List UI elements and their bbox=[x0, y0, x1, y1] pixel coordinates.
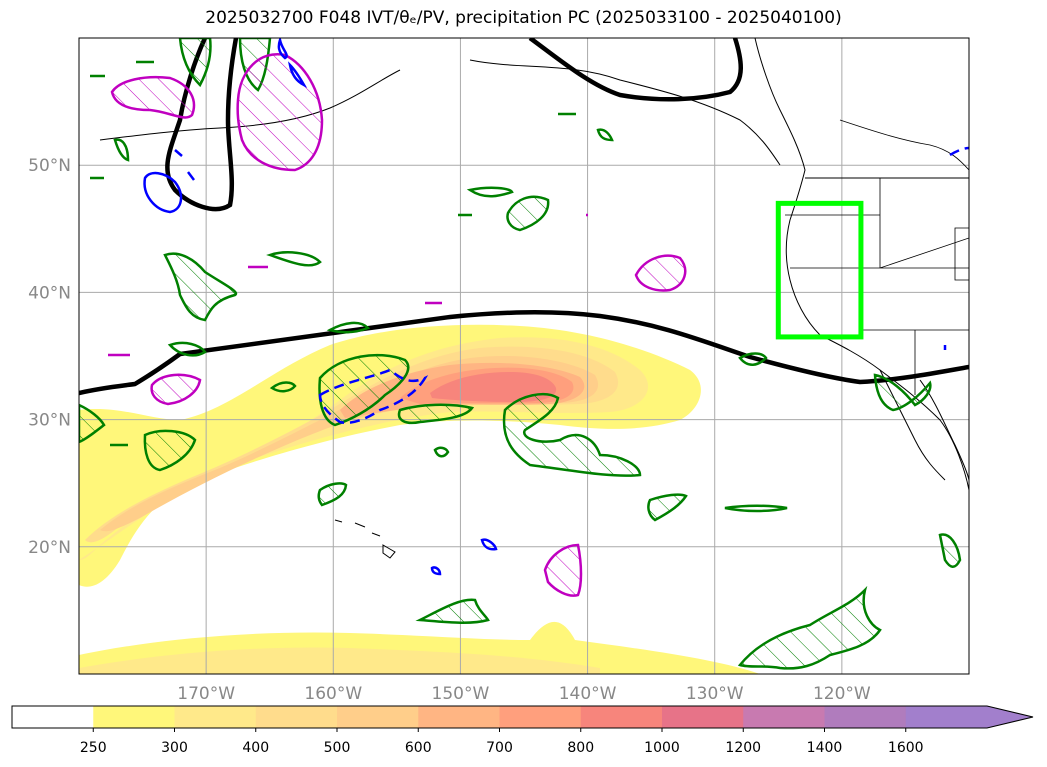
pv-contour bbox=[938, 533, 962, 568]
precip-contour bbox=[277, 38, 288, 60]
precip-contour bbox=[174, 149, 195, 181]
precip-contour bbox=[480, 538, 498, 551]
colorbar-tick-label: 500 bbox=[324, 740, 351, 756]
pv-contour bbox=[466, 186, 514, 198]
colorbar-tick-label: 800 bbox=[567, 740, 594, 756]
colorbar-segment bbox=[580, 706, 663, 728]
map-frame bbox=[78, 37, 970, 675]
colorbar-segment bbox=[905, 706, 988, 728]
pv-contour bbox=[737, 585, 882, 670]
gulf-of-california bbox=[919, 379, 969, 481]
precip-contour bbox=[288, 61, 308, 88]
lon-tick-label: 160°W bbox=[304, 684, 362, 704]
precip-contour bbox=[143, 171, 183, 214]
colorbar-extend-arrow bbox=[987, 706, 1033, 728]
north-america-coast bbox=[754, 38, 969, 491]
ivt-colorbar: 250 300 400 500 600 700 800 1000 1200 1400 1600 bbox=[11, 705, 1034, 756]
colorbar-segment bbox=[743, 706, 825, 728]
pv-contour bbox=[433, 446, 450, 458]
colorbar-segment bbox=[824, 706, 907, 728]
longitude-axis: 170°W 160°W 150°W 140°W 130°W 120°W bbox=[177, 684, 871, 704]
alaska-coast bbox=[469, 59, 781, 166]
pv-contour bbox=[415, 598, 490, 624]
colorbar-segment bbox=[337, 706, 419, 728]
latitude-axis: 20°N 30°N 40°N 50°N bbox=[28, 156, 71, 558]
pv-contour bbox=[326, 321, 371, 334]
pv-contour bbox=[79, 403, 106, 444]
theta-e-line-south bbox=[79, 310, 969, 396]
precip-contour bbox=[108, 213, 588, 357]
pv-contour bbox=[143, 429, 197, 472]
lat-tick-label: 20°N bbox=[28, 538, 71, 558]
precip-contour bbox=[430, 566, 442, 576]
precip-contour bbox=[634, 254, 687, 292]
colorbar-outline bbox=[11, 705, 1034, 729]
colorbar-segment bbox=[255, 706, 338, 728]
precip-contour bbox=[110, 75, 196, 119]
precip-contour-dashed bbox=[943, 146, 969, 350]
precip-contours-blue bbox=[143, 38, 969, 576]
pv-contour bbox=[163, 252, 238, 322]
colorbar-tick-label: 600 bbox=[405, 740, 432, 756]
coastlines bbox=[99, 38, 969, 559]
colorbar-tick-label: 400 bbox=[242, 740, 269, 756]
precip-contour bbox=[543, 543, 583, 597]
pv-contour bbox=[596, 128, 614, 142]
focus-region-box bbox=[775, 200, 864, 340]
chart-title: 2025032700 F048 IVT/θₑ/PV, precipitation… bbox=[205, 8, 842, 28]
pv-contour bbox=[397, 403, 475, 425]
colorbar-tick-label: 1000 bbox=[644, 740, 680, 756]
canada-provinces bbox=[839, 119, 969, 171]
ivt-band-800 bbox=[430, 372, 557, 402]
colorbar-segment bbox=[174, 706, 257, 728]
pv-contour bbox=[647, 493, 688, 522]
pv-contour bbox=[502, 393, 642, 477]
lat-tick-label: 30°N bbox=[28, 411, 71, 431]
lon-tick-label: 140°W bbox=[559, 684, 617, 704]
pv-contours bbox=[79, 38, 962, 670]
pv-contour bbox=[266, 251, 322, 267]
ivt-shading bbox=[79, 324, 760, 674]
pv-small-contours bbox=[90, 60, 788, 513]
colorbar-tick-label: 1200 bbox=[725, 740, 761, 756]
pv-contour bbox=[167, 341, 207, 357]
lon-tick-label: 130°W bbox=[686, 684, 744, 704]
pv-contour bbox=[90, 60, 576, 447]
colorbar-tick-label: 1400 bbox=[807, 740, 843, 756]
precip-contour bbox=[150, 373, 202, 406]
pv-contour bbox=[724, 504, 788, 513]
pv-contour bbox=[317, 482, 348, 507]
pv-contour bbox=[873, 373, 932, 412]
precip-contour-dashed bbox=[318, 368, 429, 425]
lat-tick-label: 40°N bbox=[28, 283, 71, 303]
pv-contour bbox=[269, 381, 297, 393]
lon-tick-label: 170°W bbox=[177, 684, 235, 704]
pv-contour bbox=[738, 352, 768, 366]
hawaiian-islands bbox=[334, 519, 396, 559]
colorbar-segment bbox=[93, 706, 175, 728]
colorbar-tick-label: 300 bbox=[161, 740, 188, 756]
ivt-bottom-band-inner bbox=[79, 647, 600, 674]
lon-tick-label: 120°W bbox=[813, 684, 871, 704]
pv-contour bbox=[506, 195, 550, 232]
lat-tick-label: 50°N bbox=[28, 156, 71, 176]
pv-contour bbox=[178, 38, 212, 88]
lon-tick-label: 150°W bbox=[432, 684, 490, 704]
colorbar-tick-label: 1600 bbox=[888, 740, 924, 756]
colorbar-segment bbox=[418, 706, 500, 728]
colorbar-tick-label: 700 bbox=[486, 740, 513, 756]
colorbar-segment bbox=[662, 706, 744, 728]
colorbar-segment bbox=[499, 706, 582, 728]
colorbar-segment bbox=[12, 706, 94, 728]
pv-contour bbox=[113, 138, 130, 162]
theta-e-line-north-right bbox=[528, 38, 743, 102]
precip-small-magenta bbox=[108, 213, 588, 357]
colorbar-tick-label: 250 bbox=[80, 740, 107, 756]
